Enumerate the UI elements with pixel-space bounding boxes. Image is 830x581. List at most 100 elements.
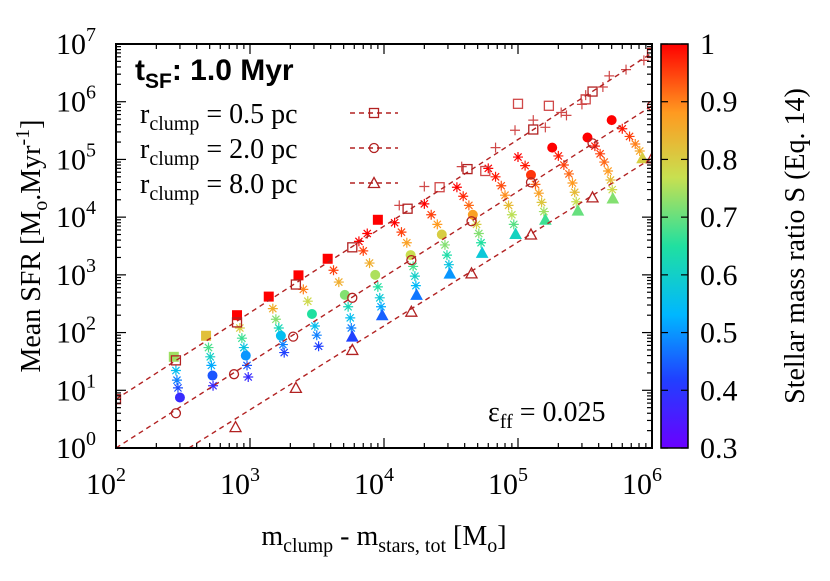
data-point-circle [606, 115, 617, 126]
data-point-star [328, 265, 339, 276]
data-point-open-square [480, 165, 491, 177]
series-0-point [587, 86, 598, 97]
data-point-star [311, 330, 322, 341]
data-point-star [364, 258, 375, 269]
data-point-star [409, 271, 420, 282]
x-tick-labels: 102 103 104 105 106 [86, 464, 662, 501]
data-point-star [607, 184, 618, 195]
series-1-point [466, 216, 477, 227]
data-point-circle [275, 330, 286, 341]
data-point-star [234, 323, 245, 334]
series-0-point [462, 163, 473, 175]
data-point-square [293, 270, 304, 281]
data-point-star [309, 320, 320, 331]
legend-marker-2 [367, 176, 381, 189]
series-1-point [406, 254, 417, 266]
legend-marker-1 [368, 142, 380, 154]
data-point-star [410, 280, 421, 291]
data-point-star [238, 342, 249, 353]
legend-label-8.0pc: rclump = 8.0 pc [140, 169, 298, 205]
data-point-star [476, 237, 487, 248]
data-point-plus [556, 107, 567, 118]
colorbar-label: Stellar mass ratio S (Eq. 14) [780, 88, 811, 404]
data-point-circle [525, 169, 536, 180]
data-point-star [599, 157, 610, 168]
data-point-star [463, 200, 474, 211]
series-2-point [585, 190, 600, 203]
colorbar-tick-label: 0.9 [700, 86, 738, 119]
fit-line-2 [188, 157, 652, 448]
series-0-point [231, 317, 243, 328]
x-axis-label: mclump - mstars, tot [Mo] [261, 521, 506, 557]
data-point-circle [174, 392, 185, 403]
x-tick-label: 104 [354, 464, 394, 501]
data-point-square [232, 310, 243, 321]
data-point-plus [604, 70, 615, 81]
data-point-star [242, 360, 253, 371]
colorbar-tick-label: 0.8 [700, 143, 738, 176]
data-point-star [538, 206, 549, 217]
data-point-triangle [443, 267, 457, 279]
x-tick-label: 106 [622, 464, 662, 501]
series-1-point [170, 408, 182, 419]
legend-marker-0 [368, 107, 380, 119]
data-point-star [408, 261, 419, 272]
axis-ticks [115, 43, 653, 449]
colorbar-ticks: 0.3 0.4 0.5 0.6 0.7 0.8 0.9 1 [661, 28, 738, 465]
data-point-star [273, 323, 284, 334]
data-point-star [563, 168, 574, 179]
data-point-plus [528, 115, 539, 126]
series-0-point [290, 279, 302, 290]
data-point-circle [547, 142, 558, 153]
efficiency-annotation: εff = 0.025 [488, 397, 606, 433]
fit-line-0 [116, 52, 652, 400]
data-point-triangle [375, 308, 389, 321]
data-point-star [553, 150, 564, 161]
data-point-star [205, 351, 216, 362]
data-point-star [520, 160, 531, 171]
data-point-star [634, 145, 645, 156]
colorbar-tick-label: 0.3 [700, 432, 738, 465]
data-point-star [343, 301, 354, 312]
data-point-star [345, 312, 356, 323]
time-annotation: tSF: 1.0 Myr [135, 54, 294, 93]
x-tick-label: 103 [220, 464, 260, 501]
colorbar-tick-label: 0.4 [700, 374, 738, 407]
data-point-star [490, 171, 501, 182]
x-tick-label: 102 [86, 464, 126, 501]
data-point-star [419, 198, 430, 209]
y-axis-label: Mean SFR [Mo.Myr-1] [12, 119, 52, 372]
data-point-circle [370, 269, 381, 280]
data-point-plus [419, 181, 430, 192]
data-point-square [168, 351, 179, 362]
series-1-point [228, 369, 240, 380]
data-point-star [279, 347, 290, 358]
data-point-star [353, 236, 364, 247]
data-point-plus [510, 125, 521, 136]
data-point-star [567, 178, 578, 189]
data-point-star [396, 227, 407, 238]
data-point-star [506, 209, 517, 220]
data-point-star [443, 259, 454, 270]
data-point-star [603, 166, 614, 177]
series-1-point [587, 138, 598, 149]
data-point-open-square [543, 100, 555, 111]
y-tick-labels: 100 101 102 103 104 105 106 107 [56, 24, 96, 465]
series-2-point [524, 227, 538, 240]
data-point-star [569, 187, 580, 198]
data-point-open-square [512, 98, 524, 109]
data-point-star [432, 219, 443, 230]
data-point-circle [582, 132, 593, 143]
data-point-star [441, 250, 452, 261]
data-point-star [389, 217, 400, 228]
fit-line-1 [116, 105, 652, 448]
data-point-star [171, 375, 182, 386]
series-0-point [402, 203, 413, 214]
y-tick-label: 105 [56, 139, 96, 176]
data-point-star [513, 152, 523, 163]
data-point-star [483, 163, 494, 174]
colorbar-tick-label: 0.5 [700, 317, 738, 350]
data-point-star [270, 314, 281, 325]
data-point-star [362, 228, 373, 239]
colored-markers [168, 115, 649, 403]
